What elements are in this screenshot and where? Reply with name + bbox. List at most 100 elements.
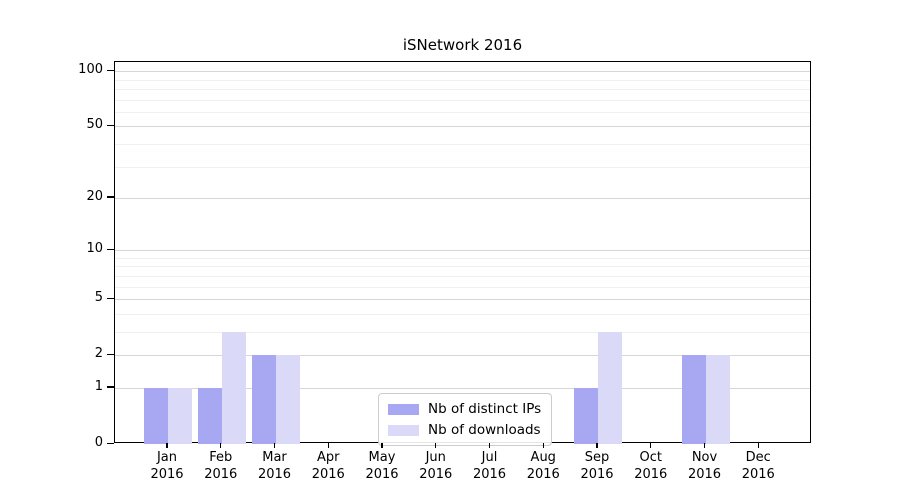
x-tick-year: 2016	[204, 467, 238, 482]
legend-row-distinct-ips: Nb of distinct IPs	[388, 401, 541, 417]
x-tick-mark-oct	[650, 443, 652, 448]
x-tick-label-mar: Mar 2016	[245, 449, 305, 483]
x-tick-month: Oct	[639, 450, 662, 465]
x-tick-label-oct: Oct 2016	[621, 449, 681, 483]
bar-nov-distinct-ips	[681, 355, 706, 444]
bar-feb-distinct-ips	[197, 387, 222, 444]
major-gridline-2	[115, 355, 810, 357]
minor-gridline-9	[115, 257, 810, 259]
x-tick-label-may: May 2016	[352, 449, 412, 483]
bar-sep-downloads	[598, 331, 622, 444]
legend-label-distinct-ips: Nb of distinct IPs	[428, 401, 542, 417]
chart-title: iSNetwork 2016	[402, 36, 523, 54]
major-gridline-100	[115, 71, 810, 73]
y-tick-label-0: 0	[94, 435, 103, 450]
minor-gridline-70	[115, 99, 810, 101]
x-tick-year: 2016	[472, 467, 507, 482]
major-gridline-50	[115, 126, 810, 128]
y-tick-mark-1	[107, 386, 114, 388]
x-tick-year: 2016	[257, 467, 292, 482]
x-tick-month: Mar	[262, 450, 287, 465]
x-tick-mark-jan	[166, 443, 168, 448]
x-tick-label-jun: Jun 2016	[406, 449, 466, 483]
y-tick-label-2: 2	[94, 346, 103, 362]
minor-gridline-60	[115, 111, 810, 113]
bar-mar-distinct-ips	[251, 355, 276, 444]
x-tick-mark-apr	[327, 443, 329, 448]
x-tick-month: Feb	[209, 450, 233, 465]
x-tick-month: Nov	[691, 450, 718, 465]
y-tick-mark-50	[107, 124, 114, 127]
x-tick-label-aug: Aug 2016	[513, 449, 573, 483]
y-tick-label-5: 5	[94, 290, 103, 306]
bar-sep-distinct-ips	[574, 387, 598, 444]
x-tick-label-jan: Jan 2016	[137, 449, 197, 483]
x-tick-mark-nov	[703, 443, 706, 448]
x-tick-label-apr: Apr 2016	[298, 449, 358, 483]
minor-gridline-3	[115, 331, 810, 333]
y-tick-label-100: 100	[78, 62, 103, 78]
minor-gridline-30	[115, 166, 810, 168]
legend-swatch-distinct-ips	[388, 403, 419, 415]
x-tick-mark-dec	[757, 443, 759, 448]
x-tick-month: Jan	[156, 450, 178, 465]
x-tick-mark-may	[381, 443, 383, 448]
y-tick-mark-10	[107, 248, 114, 251]
minor-gridline-80	[115, 88, 810, 90]
major-gridline-5	[115, 299, 810, 301]
x-tick-year: 2016	[687, 467, 722, 482]
x-tick-year: 2016	[634, 467, 668, 482]
x-tick-year: 2016	[741, 467, 775, 482]
x-tick-year: 2016	[365, 467, 399, 482]
x-tick-mark-aug	[542, 443, 544, 448]
x-tick-year: 2016	[526, 467, 560, 482]
x-tick-label-feb: Feb 2016	[191, 449, 251, 483]
major-gridline-10	[115, 250, 810, 252]
minor-gridline-6	[115, 286, 810, 288]
x-tick-mark-sep	[596, 443, 598, 448]
y-tick-label-10: 10	[86, 241, 103, 257]
x-tick-mark-jul	[488, 443, 491, 448]
x-tick-month: Jul	[481, 450, 498, 465]
legend: Nb of distinct IPs Nb of downloads	[378, 393, 553, 446]
x-tick-label-jul: Jul 2016	[460, 449, 520, 483]
x-tick-year: 2016	[580, 467, 614, 482]
minor-gridline-90	[115, 79, 810, 81]
major-gridline-20	[115, 197, 810, 199]
x-tick-month: Aug	[530, 450, 556, 465]
x-tick-mark-jun	[435, 443, 437, 448]
bar-feb-downloads	[221, 331, 246, 444]
legend-row-downloads: Nb of downloads	[388, 422, 541, 438]
bar-jan-distinct-ips	[144, 387, 168, 444]
x-tick-year: 2016	[311, 467, 345, 482]
minor-gridline-4	[115, 313, 810, 315]
bar-mar-downloads	[275, 355, 300, 444]
y-tick-mark-100	[107, 69, 114, 71]
legend-label-downloads: Nb of downloads	[428, 422, 541, 438]
y-tick-mark-20	[107, 196, 114, 198]
minor-gridline-7	[115, 275, 810, 277]
x-tick-month: Apr	[317, 450, 340, 465]
x-tick-month: Sep	[584, 450, 610, 465]
y-tick-mark-5	[107, 297, 114, 299]
x-tick-year: 2016	[150, 467, 184, 482]
x-tick-month: May	[368, 450, 396, 465]
x-tick-month: Dec	[745, 450, 771, 465]
plot-area: Nb of distinct IPs Nb of downloads	[114, 61, 811, 446]
x-tick-label-dec: Dec 2016	[728, 449, 788, 483]
x-tick-mark-mar	[273, 443, 276, 448]
x-tick-month: Jun	[425, 450, 446, 465]
y-tick-label-50: 50	[86, 117, 103, 133]
y-tick-mark-2	[107, 353, 114, 356]
y-tick-mark-0	[107, 442, 114, 444]
x-tick-year: 2016	[419, 467, 453, 482]
x-tick-label-nov: Nov 2016	[675, 449, 735, 483]
minor-gridline-40	[115, 143, 810, 145]
minor-gridline-8	[115, 266, 810, 268]
x-tick-mark-feb	[220, 443, 222, 448]
bar-nov-downloads	[705, 355, 730, 444]
y-tick-label-1: 1	[94, 378, 103, 394]
major-gridline-1	[115, 387, 810, 389]
legend-swatch-downloads	[388, 424, 419, 436]
